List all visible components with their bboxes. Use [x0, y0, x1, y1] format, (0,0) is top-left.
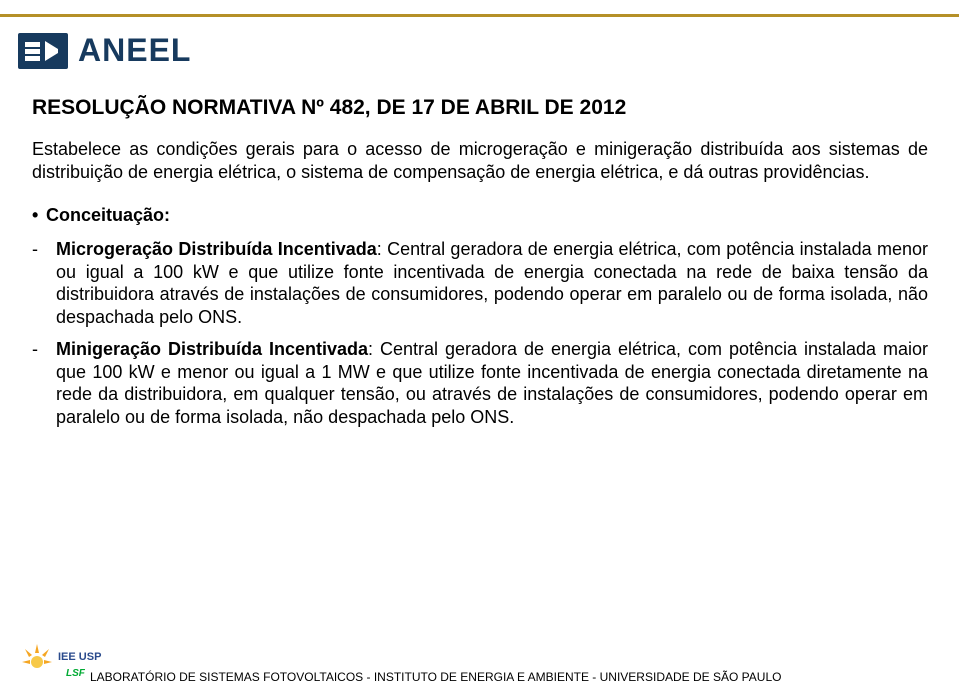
dash-icon: -	[32, 238, 56, 261]
logo-glyph-icon	[23, 38, 63, 64]
document-page: ANEEL RESOLUÇÃO NORMATIVA Nº 482, DE 17 …	[0, 0, 959, 697]
document-title: RESOLUÇÃO NORMATIVA Nº 482, DE 17 DE ABR…	[32, 96, 928, 120]
list-item: - Minigeração Distribuída Incentivada: C…	[32, 338, 928, 428]
footer-text: LABORATÓRIO DE SISTEMAS FOTOVOLTAICOS - …	[90, 670, 781, 684]
section-heading-label: Conceituação:	[46, 205, 170, 226]
bullet-dot-icon: •	[32, 205, 46, 226]
aneel-logo-text: ANEEL	[78, 32, 191, 69]
sun-icon	[20, 642, 54, 681]
list-item: - Microgeração Distribuída Incentivada: …	[32, 238, 928, 328]
iee-usp-label: IEE USP	[58, 652, 101, 663]
dash-icon: -	[32, 338, 56, 361]
content-area: RESOLUÇÃO NORMATIVA Nº 482, DE 17 DE ABR…	[32, 96, 928, 438]
item-lead: Microgeração Distribuída Incentivada	[56, 239, 377, 259]
top-accent-bar	[0, 14, 959, 17]
aneel-logo: ANEEL	[18, 32, 191, 69]
intro-paragraph: Estabelece as condições gerais para o ac…	[32, 138, 928, 183]
list-item-body: Microgeração Distribuída Incentivada: Ce…	[56, 238, 928, 328]
list-item-body: Minigeração Distribuída Incentivada: Cen…	[56, 338, 928, 428]
aneel-logo-mark	[18, 33, 68, 69]
section-heading: • Conceituação:	[32, 205, 928, 226]
lsf-label: LSF	[64, 668, 87, 679]
item-lead: Minigeração Distribuída Incentivada	[56, 339, 368, 359]
